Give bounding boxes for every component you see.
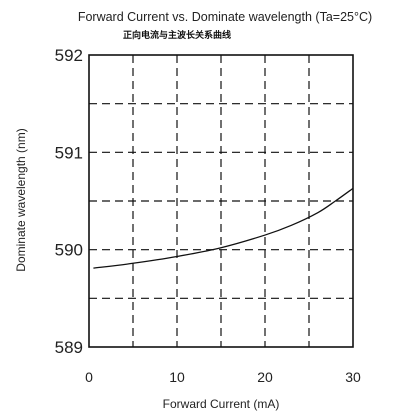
y-tick-label: 589 — [55, 338, 83, 357]
y-tick-labels: 589 590 591 592 — [55, 46, 83, 357]
x-tick-label: 10 — [169, 369, 185, 385]
x-tick-label: 20 — [257, 369, 273, 385]
chart-subtitle: 正向电流与主波长关系曲线 — [123, 29, 231, 41]
x-tick-label: 30 — [345, 369, 361, 385]
x-axis-label: Forward Current (mA) — [163, 397, 280, 411]
plot-frame — [88, 54, 354, 348]
chart-title: Forward Current vs. Dominate wavelength … — [78, 10, 372, 24]
x-tick-labels: 0 10 20 30 — [85, 369, 361, 385]
x-tick-label: 0 — [85, 369, 93, 385]
y-axis-label: Dominate wavelength (nm) — [14, 128, 28, 271]
y-tick-label: 591 — [55, 143, 83, 162]
series-line — [93, 187, 354, 269]
grid-lines — [89, 55, 353, 347]
y-tick-label: 590 — [55, 241, 83, 260]
y-tick-label: 592 — [55, 46, 83, 65]
